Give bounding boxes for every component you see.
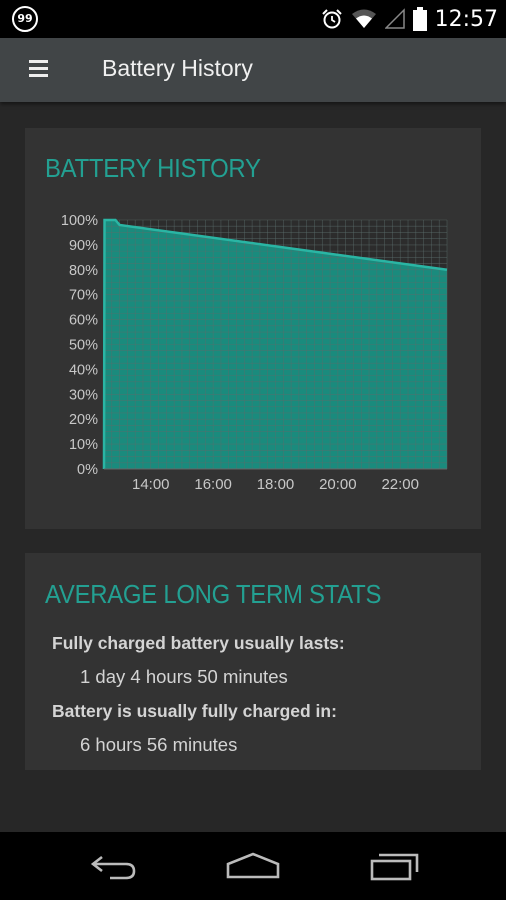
recent-apps-icon[interactable]	[355, 844, 435, 888]
x-tick-label: 22:00	[381, 476, 419, 493]
alarm-icon	[321, 8, 343, 30]
action-bar: Battery History	[0, 38, 506, 102]
wifi-icon	[351, 8, 377, 30]
y-tick-label: 10%	[69, 437, 98, 453]
home-icon[interactable]	[213, 844, 293, 888]
lasts-label: Fully charged battery usually lasts:	[52, 633, 345, 653]
long-term-stats-title: AVERAGE LONG TERM STATS	[45, 579, 382, 609]
hamburger-menu-icon[interactable]	[18, 54, 62, 86]
status-icons: 12:57	[321, 0, 498, 38]
y-tick-label: 60%	[69, 313, 98, 329]
battery-history-title: BATTERY HISTORY	[45, 153, 261, 183]
y-tick-label: 90%	[69, 238, 98, 254]
battery-line	[102, 218, 448, 470]
y-tick-label: 40%	[69, 362, 98, 378]
notification-badge-icon: 99	[12, 6, 38, 32]
status-bar: 99 12:57	[0, 0, 506, 38]
charged-label: Battery is usually fully charged in:	[52, 701, 337, 721]
page-title: Battery History	[102, 55, 253, 81]
navigation-bar	[0, 832, 506, 900]
battery-history-card: BATTERY HISTORY 0% 10% 20% 30% 40% 50% 60% 70% 8…	[25, 128, 481, 529]
y-tick-label: 0%	[77, 462, 98, 478]
x-tick-label: 14:00	[132, 476, 170, 493]
battery-icon	[412, 7, 427, 31]
long-term-stats-card: AVERAGE LONG TERM STATS Fully charged ba…	[25, 553, 481, 770]
x-tick-label: 18:00	[257, 476, 295, 493]
notification-area: 99	[12, 6, 38, 32]
charged-value: 6 hours 56 minutes	[80, 734, 238, 755]
lasts-value: 1 day 4 hours 50 minutes	[80, 666, 288, 687]
back-icon[interactable]	[73, 844, 153, 888]
y-tick-label: 80%	[69, 263, 98, 279]
y-tick-label: 20%	[69, 412, 98, 428]
signal-icon	[384, 8, 405, 30]
x-tick-label: 20:00	[319, 476, 357, 493]
y-tick-label: 100%	[61, 213, 98, 229]
clock: 12:57	[434, 6, 498, 32]
y-tick-label: 50%	[69, 338, 98, 354]
y-tick-label: 30%	[69, 387, 98, 403]
x-tick-label: 16:00	[194, 476, 232, 493]
battery-history-chart: 0% 10% 20% 30% 40% 50% 60% 70% 80% 90% 100% 14:00 16…	[61, 213, 448, 493]
y-tick-label: 70%	[69, 288, 98, 304]
